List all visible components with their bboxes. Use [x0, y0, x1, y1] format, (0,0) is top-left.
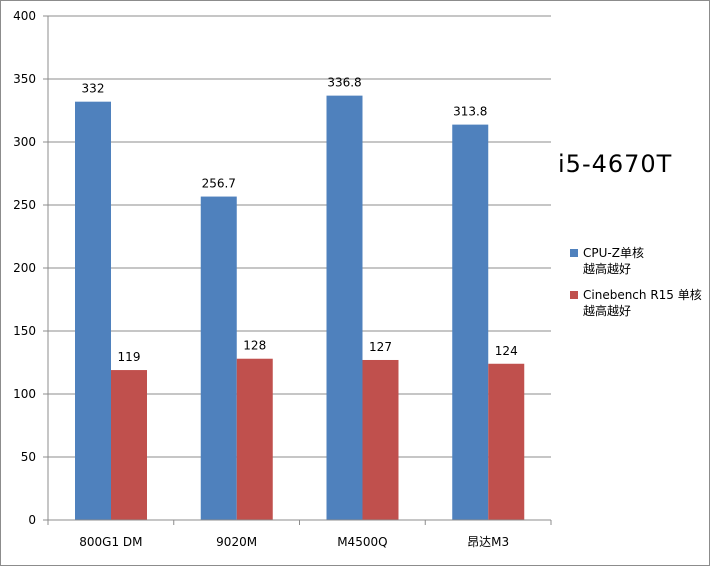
- bar-cpuz: [75, 101, 111, 521]
- data-label: 124: [495, 344, 518, 358]
- bar-cpuz: [452, 124, 489, 520]
- data-label: 313.8: [453, 105, 487, 119]
- x-tick-label: 800G1 DM: [79, 535, 142, 549]
- legend: CPU-Z单核 越高越好 Cinebench R15 单核 越高越好: [570, 245, 710, 329]
- cpu-annotation: i5-4670T: [558, 150, 673, 178]
- x-axis-tick-labels: 800G1 DM 9020M M4500Q 昂达M3: [79, 535, 509, 549]
- data-label: 127: [369, 340, 392, 354]
- y-tick-label: 200: [13, 261, 36, 275]
- legend-swatch-cpuz: [570, 249, 578, 257]
- legend-swatch-cinebench: [570, 291, 578, 299]
- legend-label-cinebench: Cinebench R15 单核 越高越好: [583, 288, 702, 318]
- y-tick-label: 250: [13, 198, 36, 212]
- bars: [75, 95, 525, 521]
- axes: [47, 16, 552, 525]
- bar-cpuz: [326, 95, 363, 521]
- bar-cinebench: [362, 359, 399, 520]
- y-axis-tick-labels: 0 50 100 150 200 250 300 350 400: [13, 9, 48, 527]
- y-tick-label: 0: [28, 513, 36, 527]
- legend-label-cpuz: CPU-Z单核 越高越好: [583, 246, 644, 276]
- data-label: 336.8: [327, 76, 361, 90]
- bar-cinebench: [488, 363, 525, 520]
- x-tick-label: 9020M: [216, 535, 257, 549]
- y-tick-label: 150: [13, 324, 36, 338]
- y-tick-label: 100: [13, 387, 36, 401]
- data-label: 256.7: [202, 177, 236, 191]
- y-tick-label: 400: [13, 9, 36, 23]
- data-labels: 332 256.7 336.8 313.8 119 128 127 124: [82, 76, 518, 364]
- legend-item-cpuz: CPU-Z单核 越高越好: [570, 245, 710, 277]
- y-tick-label: 50: [21, 450, 36, 464]
- data-label: 128: [243, 339, 266, 353]
- y-tick-label: 350: [13, 72, 36, 86]
- x-tick-label: M4500Q: [337, 535, 387, 549]
- y-tick-label: 300: [13, 135, 36, 149]
- bar-cinebench: [111, 370, 147, 520]
- bar-cinebench: [236, 358, 273, 520]
- data-label: 332: [82, 82, 105, 96]
- bar-cpuz: [200, 196, 237, 521]
- data-label: 119: [118, 350, 141, 364]
- legend-item-cinebench: Cinebench R15 单核 越高越好: [570, 287, 710, 319]
- x-tick-label: 昂达M3: [467, 535, 509, 549]
